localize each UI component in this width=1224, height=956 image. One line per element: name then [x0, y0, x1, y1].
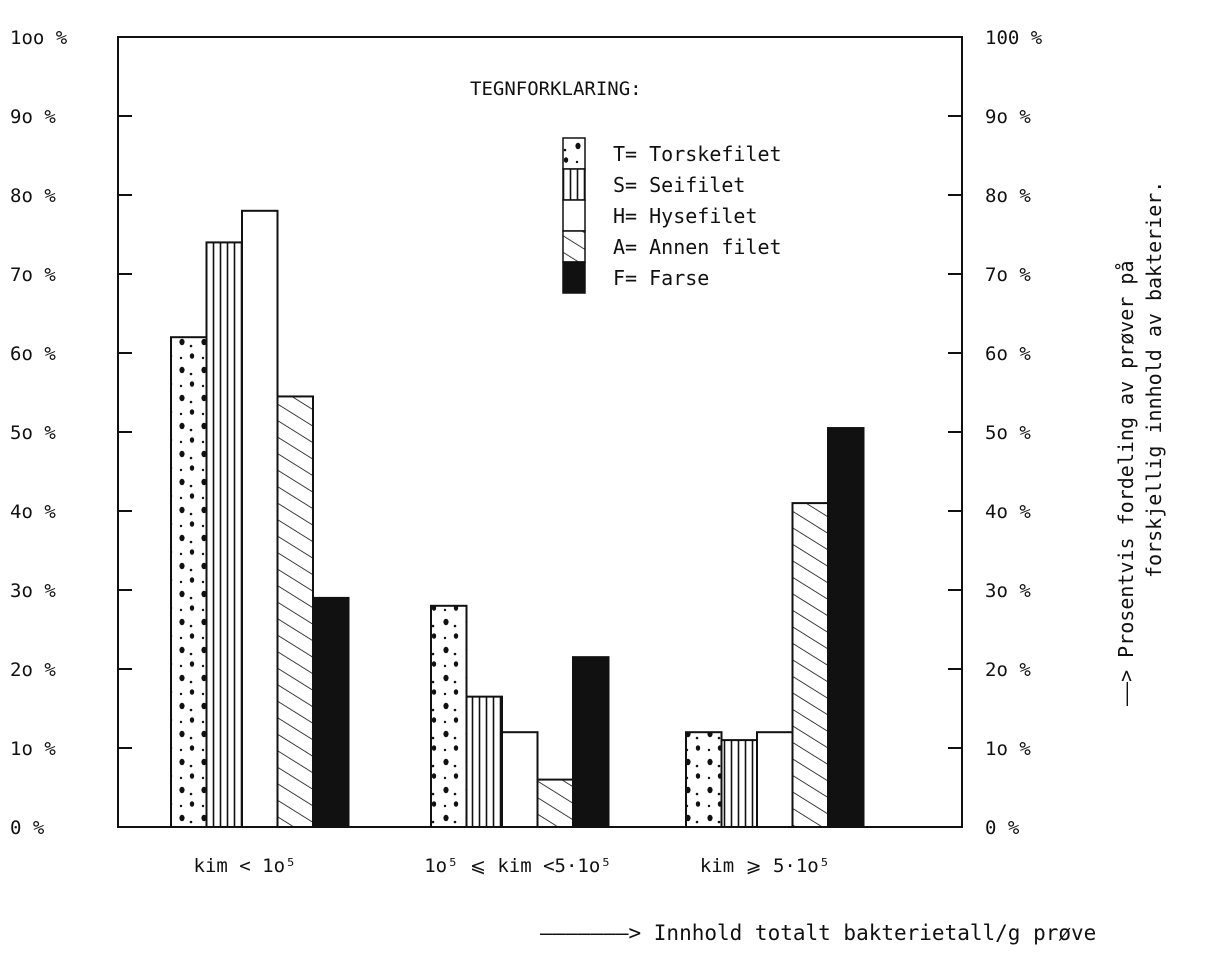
y-tick-label-right: 7o %: [985, 264, 1031, 286]
y-tick-label-right: 6o %: [985, 343, 1031, 365]
y-tick-label-left: 1oo %: [10, 27, 68, 49]
legend-label-A: A= Annen filet: [613, 235, 782, 259]
y-tick-label-right: 2o %: [985, 659, 1031, 681]
y-tick-label-left: 4o %: [10, 501, 56, 523]
y-axis-title-line1: ——> Prosentvis fordeling av prøver på: [1114, 260, 1138, 706]
bar-S-1: [205, 241, 243, 828]
bars: [170, 209, 865, 829]
category-labels: kim < 1o⁵ 1o⁵ ⩽ kim <5·1o⁵ kim ⩾ 5·1o⁵: [194, 855, 831, 877]
y-tick-label-left: 0 %: [10, 817, 45, 839]
x-category-label: kim < 1o⁵: [194, 855, 297, 877]
y-axis-title-line2: forskjellig innhold av bakterier.: [1142, 181, 1166, 578]
y-tick-label-right: 3o %: [985, 580, 1031, 602]
legend-swatch-S: [562, 168, 586, 201]
y-tick-label-left: 2o %: [10, 659, 56, 681]
y-tick-label-left: 9o %: [10, 106, 56, 128]
legend-label-F: F= Farse: [613, 266, 709, 290]
y-tick-label-right: 4o %: [985, 501, 1031, 523]
bar-F-3: [827, 427, 865, 828]
bar-F-1: [312, 596, 350, 829]
legend-label-H: H= Hysefilet: [613, 204, 758, 228]
bar-A-3: [791, 502, 829, 828]
legend-title: TEGNFORKLARING:: [470, 78, 642, 100]
y-tick-label-right: 1o %: [985, 738, 1031, 760]
bar-A-1: [276, 395, 314, 828]
y-tick-label-left: 8o %: [10, 185, 56, 207]
bar-S-3: [720, 739, 758, 828]
y-tick-label-right: 9o %: [985, 106, 1031, 128]
legend-swatch-T: [562, 137, 586, 170]
bar-H-1: [241, 209, 279, 829]
legend-label-T: T= Torskefilet: [613, 142, 782, 166]
y-tick-label-right: 0 %: [985, 817, 1020, 839]
axes: 0 % 0 % 1o % 1o % 2o % 2o % 3o % 3o % 4o % 4o % 5o…: [10, 27, 1043, 839]
y-tick-label-left: 6o %: [10, 343, 56, 365]
x-category-label: 1o⁵ ⩽ kim <5·1o⁵: [424, 855, 612, 877]
bar-A-2: [536, 778, 574, 828]
y-tick-label-right: 5o %: [985, 422, 1031, 444]
y-tick-label-left: 1o %: [10, 738, 56, 760]
y-axis-title: ——> Prosentvis fordeling av prøver på fo…: [1114, 181, 1166, 706]
bar-T-1: [170, 336, 208, 828]
y-tick-label-left: 5o %: [10, 422, 56, 444]
legend-swatch-A: [562, 230, 586, 263]
legend: TEGNFORKLARING: T= Torskefilet S= Seifile…: [470, 78, 782, 294]
bar-H-2: [501, 731, 539, 829]
y-tick-label-right: 100 %: [985, 27, 1043, 49]
y-tick-label-left: 7o %: [10, 264, 56, 286]
legend-swatch-H: [562, 199, 586, 232]
x-category-label: kim ⩾ 5·1o⁵: [700, 855, 830, 877]
legend-label-S: S= Seifilet: [613, 173, 745, 197]
bar-T-3: [685, 731, 723, 829]
y-tick-label-left: 3o %: [10, 580, 56, 602]
bar-F-2: [572, 656, 610, 829]
x-axis-title: ———————> Innhold totalt bakterietall/g p…: [540, 921, 1096, 945]
bar-T-2: [430, 604, 468, 828]
legend-swatch-F: [562, 261, 586, 294]
bar-S-2: [465, 695, 503, 829]
y-tick-label-right: 8o %: [985, 185, 1031, 207]
bar-H-3: [756, 731, 794, 829]
